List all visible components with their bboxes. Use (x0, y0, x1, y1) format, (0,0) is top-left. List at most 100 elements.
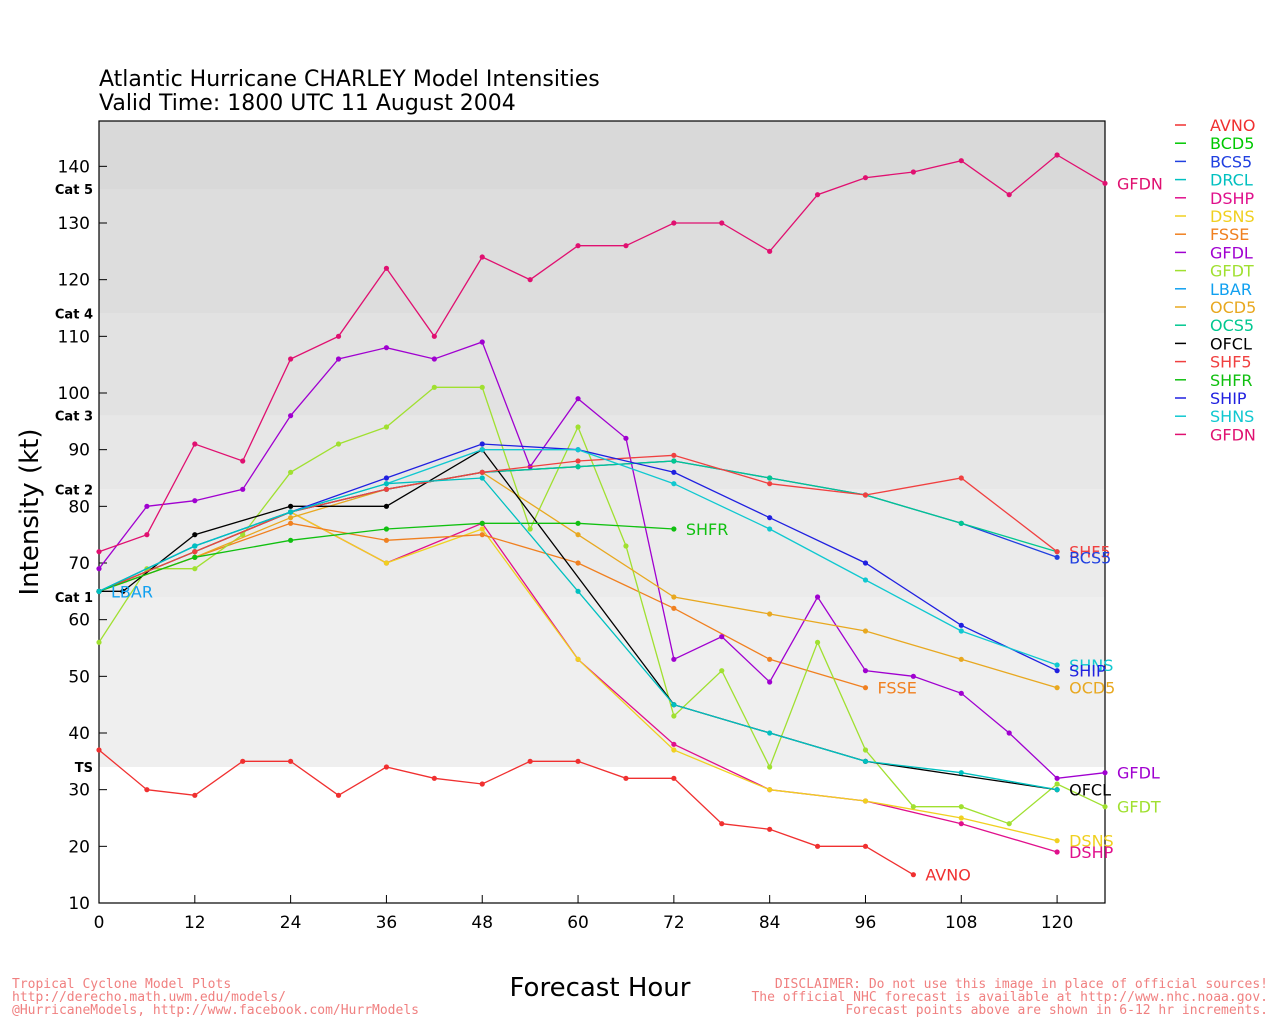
data-point (767, 826, 773, 832)
y-tick-label: 100 (58, 384, 90, 404)
legend-item-bcs5: BCS5 (1175, 152, 1252, 171)
y-tick-label: 40 (68, 724, 90, 744)
data-point (383, 265, 390, 271)
data-point (862, 668, 869, 674)
data-point (671, 713, 677, 719)
series-gfdt (96, 384, 1108, 827)
data-point (192, 543, 198, 549)
data-point (671, 775, 677, 781)
data-point (527, 526, 533, 532)
legend-item-bcd5: BCD5 (1175, 134, 1254, 153)
data-point (120, 588, 126, 594)
category-label: Cat 5 (55, 183, 93, 198)
data-point (96, 588, 102, 594)
data-point (479, 532, 485, 538)
end-label-fsse: FSSE (877, 679, 916, 698)
data-point (814, 639, 821, 645)
y-tick-label: 110 (58, 327, 90, 347)
data-point (671, 220, 677, 226)
legend-item-ocs5: OCS5 (1175, 316, 1254, 335)
data-point (575, 424, 581, 430)
legend-label: GFDL (1210, 243, 1253, 262)
data-point (719, 634, 725, 640)
data-point (1102, 180, 1108, 186)
data-point (1054, 787, 1060, 793)
data-point (383, 475, 390, 481)
y-tick-label: 20 (68, 837, 90, 857)
legend-label: LBAR (1210, 280, 1252, 299)
data-point (575, 656, 581, 662)
data-point (862, 758, 869, 764)
y-tick-label: 10 (68, 894, 90, 914)
legend-item-gfdn: GFDN (1175, 425, 1256, 444)
data-point (479, 384, 485, 390)
legend-item-ship: SHIP (1175, 389, 1247, 408)
category-band-cat-1 (99, 489, 1105, 597)
chart-subtitle: Valid Time: 1800 UTC 11 August 2004 (99, 91, 516, 116)
series-avno (96, 747, 916, 878)
data-point (383, 537, 390, 543)
data-point (335, 356, 342, 362)
end-label-shfr: SHFR (686, 520, 729, 539)
data-point (767, 730, 773, 736)
legend-item-dshp: DSHP (1175, 189, 1255, 208)
x-tick-label: 12 (184, 913, 206, 933)
data-point (1054, 554, 1060, 560)
end-label-avno: AVNO (925, 866, 970, 885)
data-point (383, 560, 390, 566)
footer-right-line2: The official NHC forecast is available a… (751, 990, 1268, 1005)
legend-label: OFCL (1210, 334, 1252, 353)
data-point (719, 821, 725, 827)
legend-item-ofcl: OFCL (1175, 334, 1252, 353)
end-label-gfdn: GFDN (1117, 174, 1163, 193)
end-label-dshp: DSHP (1069, 843, 1114, 862)
legend-item-ocd5: OCD5 (1175, 298, 1256, 317)
y-tick-label: 120 (58, 271, 90, 291)
data-point (383, 764, 390, 770)
y-axis-title: Intensity (kt) (15, 429, 45, 596)
data-point (431, 356, 437, 362)
data-point (958, 656, 964, 662)
category-label: Cat 4 (55, 308, 93, 323)
x-tick-label: 96 (855, 913, 877, 933)
legend-item-gfdt: GFDT (1175, 262, 1254, 281)
data-point (431, 384, 437, 390)
y-tick-label: 140 (58, 157, 90, 177)
data-point (192, 554, 198, 560)
y-tick-label: 60 (68, 611, 90, 631)
x-tick-label: 48 (471, 913, 493, 933)
data-point (862, 747, 869, 753)
data-point (288, 469, 294, 475)
legend-item-dsns: DSNS (1175, 207, 1255, 226)
legend-item-fsse: FSSE (1175, 225, 1249, 244)
y-tick-label: 50 (68, 667, 90, 687)
data-point (767, 248, 773, 254)
data-point (767, 656, 773, 662)
data-point (144, 532, 150, 538)
data-point (767, 515, 773, 521)
data-point (910, 169, 916, 175)
data-point (479, 469, 485, 475)
legend-label: GFDT (1210, 262, 1254, 281)
data-point (240, 532, 246, 538)
data-point (862, 685, 869, 691)
legend-item-lbar: LBAR (1175, 280, 1252, 299)
data-point (671, 741, 677, 747)
y-tick-label: 80 (68, 497, 90, 517)
data-point (910, 804, 916, 810)
data-point (767, 764, 773, 770)
end-label-dsns: DSNS (1069, 832, 1114, 851)
legend-item-shfr: SHFR (1175, 371, 1253, 390)
data-point (671, 702, 677, 708)
x-tick-label: 36 (376, 913, 398, 933)
legend-label: OCD5 (1210, 298, 1256, 317)
series-line (98, 154, 1106, 553)
series-gfdl (96, 339, 1108, 781)
data-point (192, 441, 198, 447)
data-point (862, 175, 869, 181)
data-point (383, 481, 390, 487)
data-point (288, 515, 294, 521)
data-point (671, 747, 677, 753)
data-point (479, 520, 485, 526)
data-point (671, 605, 677, 611)
